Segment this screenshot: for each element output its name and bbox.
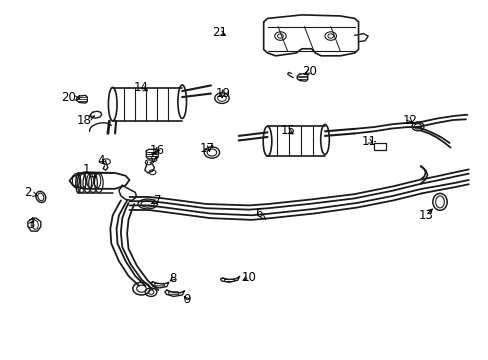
Text: 12: 12 bbox=[402, 113, 416, 126]
Text: 14: 14 bbox=[134, 81, 149, 94]
Text: 13: 13 bbox=[417, 209, 432, 222]
Text: 10: 10 bbox=[242, 270, 256, 284]
Text: 18: 18 bbox=[76, 114, 94, 127]
Text: 8: 8 bbox=[168, 272, 176, 285]
Text: 5: 5 bbox=[149, 152, 157, 165]
Text: 17: 17 bbox=[200, 143, 215, 156]
Text: 6: 6 bbox=[255, 207, 265, 220]
Text: 1: 1 bbox=[82, 163, 95, 177]
Text: 20: 20 bbox=[301, 65, 316, 78]
Text: 7: 7 bbox=[151, 194, 162, 207]
Text: 9: 9 bbox=[183, 293, 190, 306]
Text: 3: 3 bbox=[27, 217, 35, 231]
Text: 2: 2 bbox=[24, 186, 37, 199]
Text: 19: 19 bbox=[215, 87, 230, 100]
Text: 16: 16 bbox=[149, 144, 164, 157]
Text: 4: 4 bbox=[97, 154, 104, 167]
Text: 15: 15 bbox=[280, 124, 294, 137]
Text: 11: 11 bbox=[361, 135, 376, 148]
Text: 21: 21 bbox=[212, 26, 226, 39]
Text: 20: 20 bbox=[61, 91, 80, 104]
